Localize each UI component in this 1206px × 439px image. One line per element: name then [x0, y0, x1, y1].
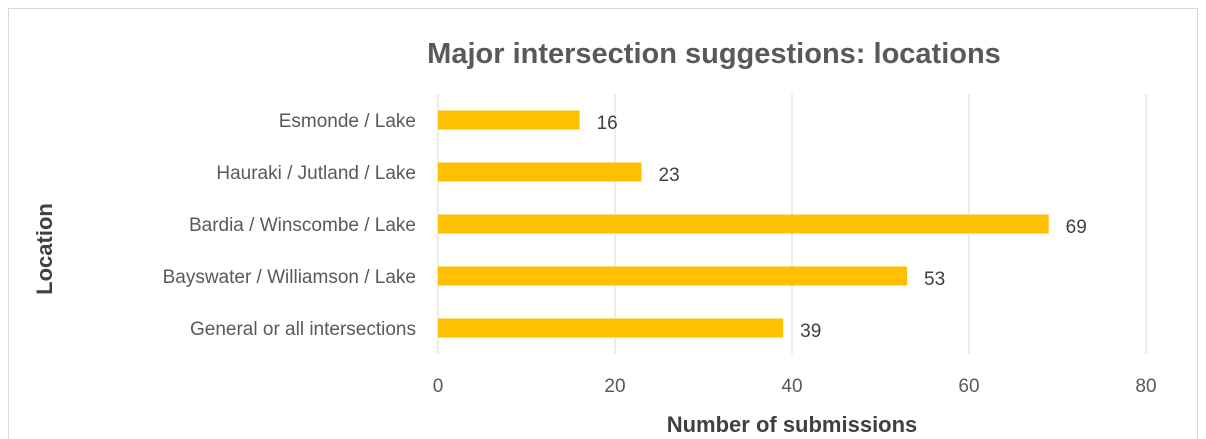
- x-tick-label: 20: [604, 376, 625, 397]
- data-label: 39: [800, 321, 821, 342]
- category-label: Hauraki / Jutland / Lake: [216, 163, 416, 184]
- x-tick-label: 80: [1135, 376, 1156, 397]
- y-axis-title: Location: [32, 203, 57, 295]
- x-tick-label: 0: [433, 376, 444, 397]
- data-label: 53: [924, 269, 945, 290]
- bar: [438, 318, 784, 338]
- labels: 0 20 40 60 80 Esmonde / Lake 16 Hauraki / Jutla…: [163, 111, 1157, 397]
- bars: [438, 110, 1049, 338]
- bar: [438, 110, 580, 130]
- category-label: General or all intersections: [190, 319, 416, 340]
- x-tick-label: 40: [781, 376, 802, 397]
- data-label: 69: [1066, 217, 1087, 238]
- data-label: 16: [597, 113, 618, 134]
- data-label: 23: [659, 165, 680, 186]
- bar: [438, 266, 908, 286]
- x-tick-label: 60: [958, 376, 979, 397]
- bar: [438, 162, 642, 182]
- chart-title: Major intersection suggestions: location…: [427, 38, 1001, 70]
- category-label: Esmonde / Lake: [279, 111, 416, 132]
- x-axis-title: Number of submissions: [667, 412, 918, 437]
- bar: [438, 214, 1049, 234]
- category-label: Bardia / Winscombe / Lake: [189, 215, 416, 236]
- category-label: Bayswater / Williamson / Lake: [163, 267, 416, 288]
